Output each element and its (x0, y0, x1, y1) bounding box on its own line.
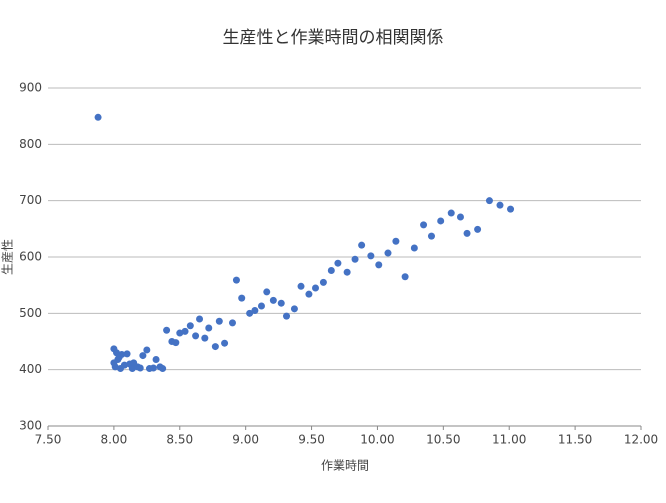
point (420, 221, 428, 229)
point (201, 334, 209, 342)
point (375, 261, 383, 269)
point (205, 324, 213, 332)
x-tick-label: 8.00 (101, 433, 128, 447)
point (221, 339, 229, 347)
point (114, 356, 122, 364)
point (401, 273, 409, 281)
point (351, 255, 359, 263)
point (128, 365, 136, 373)
point (474, 225, 482, 233)
point (228, 319, 236, 327)
x-tick-label: 8.50 (166, 433, 193, 447)
point (447, 209, 455, 217)
point (120, 361, 128, 369)
y-tick-label: 900 (19, 81, 42, 95)
point (334, 259, 342, 267)
y-tick-label: 800 (19, 137, 42, 151)
point (427, 232, 435, 240)
point (392, 237, 400, 245)
point (232, 276, 240, 284)
point (312, 284, 320, 292)
point (496, 201, 504, 209)
y-tick-label: 400 (19, 362, 42, 376)
x-tick-label: 7.50 (35, 433, 62, 447)
point (297, 282, 305, 290)
point (327, 267, 335, 275)
point (176, 329, 184, 337)
x-tick-label: 11.00 (492, 433, 526, 447)
point (269, 296, 277, 304)
point (181, 327, 189, 335)
point (283, 312, 291, 320)
point (118, 350, 126, 358)
point (343, 268, 351, 276)
point (507, 205, 515, 213)
point (456, 213, 464, 221)
point (437, 217, 445, 225)
point (263, 288, 271, 296)
point (186, 322, 194, 330)
y-axis-label: 生産性 (0, 239, 15, 275)
point (290, 305, 298, 313)
x-axis-label: 作業時間 (321, 459, 369, 473)
point (143, 346, 151, 354)
y-tick-label: 600 (19, 250, 42, 264)
point (238, 294, 246, 302)
point (139, 352, 147, 360)
point (111, 363, 119, 371)
point (211, 343, 219, 351)
point (163, 326, 171, 334)
x-tick-label: 11.50 (558, 433, 592, 447)
point (463, 229, 471, 237)
x-tick-label: 10.00 (360, 433, 394, 447)
point (192, 332, 200, 340)
point (196, 315, 204, 323)
point (215, 317, 223, 325)
y-tick-label: 500 (19, 306, 42, 320)
point (149, 364, 157, 372)
point (485, 197, 493, 205)
x-tick-label: 9.00 (232, 433, 259, 447)
y-tick-label: 700 (19, 193, 42, 207)
x-tick-label: 10.50 (426, 433, 460, 447)
point (152, 356, 160, 364)
point (251, 307, 259, 315)
point (257, 302, 265, 310)
point (358, 241, 366, 249)
point (159, 365, 167, 373)
point (384, 249, 392, 257)
point (305, 290, 313, 298)
point (367, 252, 375, 260)
y-tick-label: 300 (19, 419, 42, 433)
x-tick-label: 9.50 (298, 433, 325, 447)
point (172, 339, 180, 347)
chart-title: 生産性と作業時間の相関関係 (223, 28, 444, 48)
point (136, 364, 144, 372)
point (277, 299, 285, 307)
point (246, 309, 254, 317)
point (410, 244, 418, 252)
point (319, 278, 327, 286)
point (94, 113, 102, 121)
point (123, 350, 131, 358)
x-tick-label: 12.00 (624, 433, 658, 447)
